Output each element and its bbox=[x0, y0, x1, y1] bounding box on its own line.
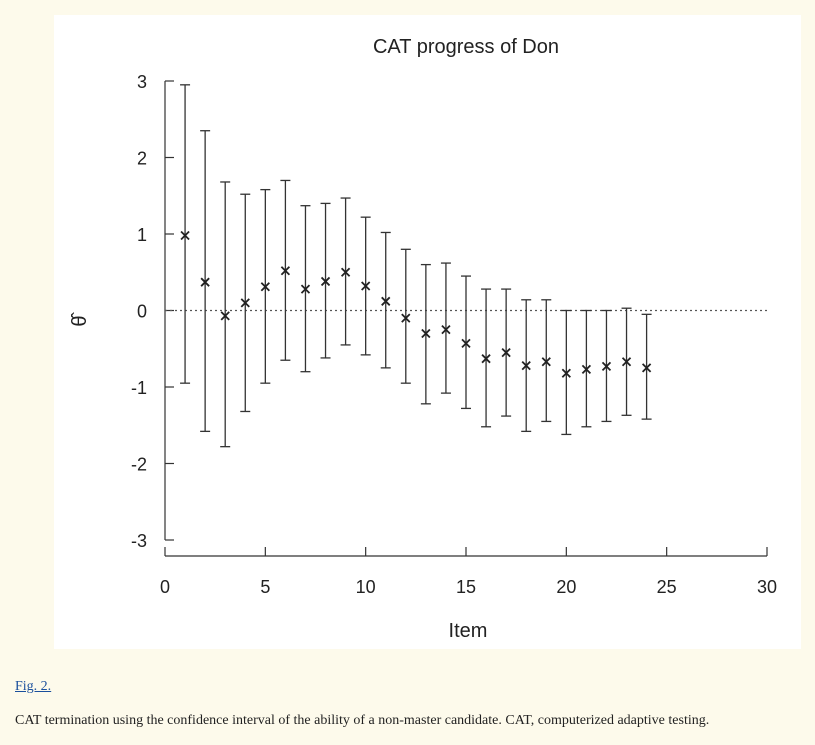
data-point-marker bbox=[200, 277, 210, 287]
data-point-marker bbox=[401, 313, 411, 323]
x-tick-label: 30 bbox=[757, 577, 777, 597]
data-point-marker bbox=[561, 368, 571, 378]
data-point-marker bbox=[320, 276, 331, 287]
y-tick-label: 3 bbox=[137, 72, 147, 92]
data-point-marker bbox=[441, 324, 451, 335]
y-tick-label: 1 bbox=[137, 225, 147, 245]
y-tick-label: -1 bbox=[131, 378, 147, 398]
y-tick-label: 0 bbox=[137, 302, 147, 322]
y-axis-label: θ̂ bbox=[69, 311, 91, 326]
x-tick-label: 10 bbox=[356, 577, 376, 597]
x-tick-label: 0 bbox=[160, 577, 170, 597]
data-point-marker bbox=[461, 338, 471, 349]
x-tick-label: 25 bbox=[657, 577, 677, 597]
figure-caption: CAT termination using the confidence int… bbox=[15, 713, 710, 728]
data-point-marker bbox=[280, 266, 291, 276]
figure-link[interactable]: Fig. 2. bbox=[15, 679, 52, 694]
data-point-marker bbox=[260, 282, 270, 292]
chart-title: CAT progress of Don bbox=[373, 36, 559, 58]
data-point-marker bbox=[641, 363, 652, 373]
data-point-marker bbox=[361, 281, 371, 291]
data-point-marker bbox=[421, 328, 431, 339]
data-point-marker bbox=[621, 357, 632, 367]
data-point-marker bbox=[581, 364, 592, 375]
x-tick-label: 5 bbox=[260, 577, 270, 597]
y-tick-label: -2 bbox=[131, 455, 147, 475]
data-point-marker bbox=[180, 230, 190, 241]
chart-panel: 3 2 1 0 -1 -2 -3 0 5 10 15 20 25 30 CAT progress of D… bbox=[54, 15, 801, 649]
data-point-marker bbox=[300, 284, 311, 294]
data-point-marker bbox=[240, 298, 250, 308]
data-point-marker bbox=[481, 354, 491, 364]
x-tick-label: 20 bbox=[556, 577, 576, 597]
data-point-marker bbox=[541, 357, 551, 367]
data-point-marker bbox=[521, 360, 531, 371]
y-tick-label: 2 bbox=[137, 149, 147, 169]
data-point-marker bbox=[340, 267, 351, 277]
data-point-marker bbox=[601, 361, 612, 371]
x-tick-label: 15 bbox=[456, 577, 476, 597]
y-tick-label: -3 bbox=[131, 531, 147, 551]
data-marks bbox=[180, 84, 652, 448]
data-point-marker bbox=[381, 296, 391, 306]
data-point-marker bbox=[501, 347, 511, 358]
x-axis-label: Item bbox=[449, 620, 488, 642]
data-point-marker bbox=[220, 311, 230, 321]
